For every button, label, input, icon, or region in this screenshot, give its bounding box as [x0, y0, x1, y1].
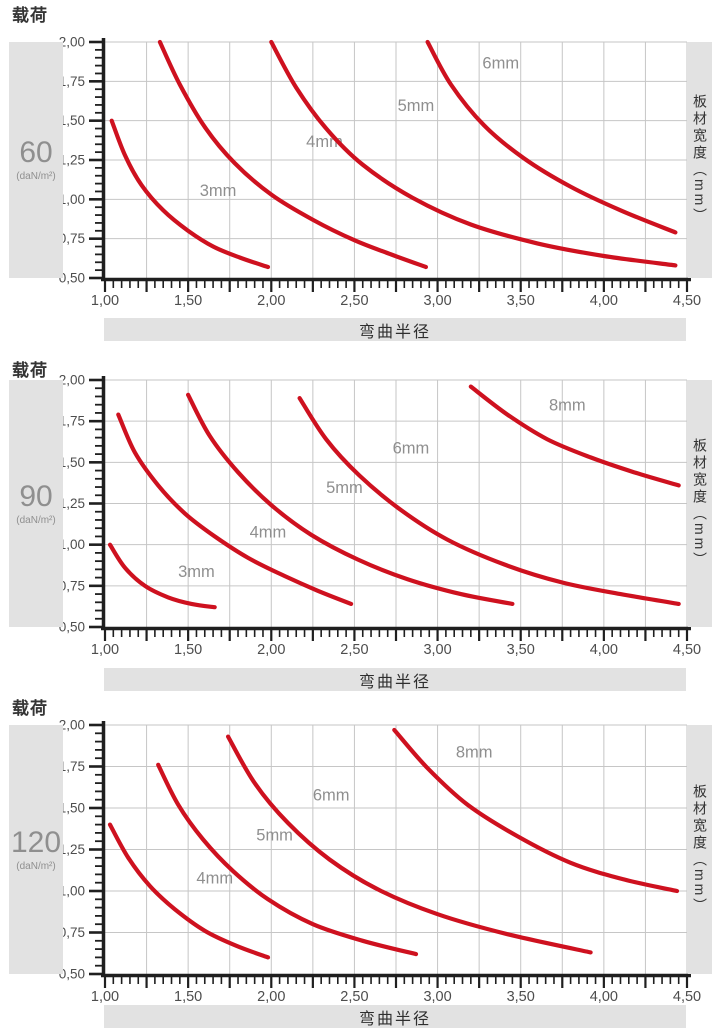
x-axis-label-bar: 弯曲半径 [104, 318, 686, 341]
x-tick-label: 1,00 [91, 989, 119, 1005]
y-tick-label: 1,00 [59, 537, 85, 552]
curve-5mm [186, 392, 515, 606]
y-tick-label: 2,00 [59, 35, 85, 50]
y-tick-label: 1,25 [59, 496, 85, 511]
y-tick-label: 1,00 [59, 884, 85, 899]
x-tick-label: 1,50 [174, 293, 202, 309]
load-unit: (daN/m²) [16, 171, 56, 182]
y-tick-label: 1,75 [59, 414, 85, 429]
right-axis-label: 板材宽度（mm） [692, 783, 708, 916]
x-axis-label-bar: 弯曲半径 [104, 668, 686, 691]
y-tick-label: 0,50 [59, 620, 85, 635]
y-tick-label: 1,50 [59, 113, 85, 128]
x-tick-label: 4,50 [673, 642, 701, 658]
x-tick-label: 3,00 [423, 293, 451, 309]
x-tick-label: 4,00 [590, 989, 618, 1005]
curve-5mm [269, 39, 678, 268]
curve-label-5mm: 5mm [326, 479, 363, 497]
load-unit: (daN/m²) [16, 860, 56, 872]
x-tick-label: 1,50 [174, 642, 202, 658]
x-tick-label: 3,00 [423, 642, 451, 658]
x-axis-label-bar: 弯曲半径 [104, 1005, 686, 1028]
load-value: 60 [19, 136, 53, 169]
x-tick-label: 4,00 [590, 293, 618, 309]
chart-block-load-90: 2,00 1,75 1,50 1,25 1,00 0,75 0,50 1,00 1,50 2,00… [0, 355, 720, 693]
curve-5mm [156, 762, 419, 957]
load-badge: 90 (daN/m²) [9, 380, 63, 627]
y-tick-label: 1,25 [59, 153, 85, 168]
plot-load-60: 2,00 1,75 1,50 1,25 1,00 0,75 0,50 1,00 1,50 2,00… [59, 35, 701, 310]
y-tick-label: 1,00 [59, 192, 85, 207]
y-tick-label: 2,00 [59, 718, 85, 733]
y-tick-label: 1,75 [59, 759, 85, 774]
x-tick-label: 2,50 [340, 642, 368, 658]
x-tick-label: 3,00 [423, 989, 451, 1005]
y-tick-label: 1,50 [59, 455, 85, 470]
curve-label-4mm: 4mm [250, 523, 287, 541]
chart-block-load-60: 2,00 1,75 1,50 1,25 1,00 0,75 0,50 1,00 1,50 2,00… [0, 0, 720, 345]
curve-6mm [425, 39, 678, 235]
curve-4mm [116, 412, 354, 606]
x-tick-label: 1,00 [91, 642, 119, 658]
right-axis-label-bar: 板材宽度（mm） [688, 725, 712, 974]
x-tick-label: 4,50 [673, 293, 701, 309]
x-tick-label: 4,50 [673, 989, 701, 1005]
x-tick-label: 1,50 [174, 989, 202, 1005]
load-unit: (daN/m²) [16, 514, 56, 526]
curve-8mm [392, 727, 680, 894]
y-tick-label: 0,75 [59, 231, 85, 246]
load-badge: 120 (daN/m²) [9, 725, 63, 974]
curve-6mm [297, 396, 681, 606]
plot-load-90: 2,00 1,75 1,50 1,25 1,00 0,75 0,50 1,00 1,50 2,00… [59, 373, 701, 659]
x-tick-label: 3,50 [507, 642, 535, 658]
curve-label-6mm: 6mm [313, 787, 350, 805]
curve-6mm [226, 734, 593, 955]
right-axis-label-bar: 板材宽度（mm） [688, 42, 712, 278]
y-tick-label: 0,75 [59, 578, 85, 593]
curve-label-3mm: 3mm [178, 563, 215, 581]
curve-label-3mm: 3mm [200, 182, 237, 200]
load-axis-title: 载荷 [12, 6, 48, 25]
y-tick-label: 1,75 [59, 74, 85, 89]
x-tick-label: 2,00 [257, 642, 285, 658]
curve-4mm [157, 39, 428, 270]
load-axis-title: 载荷 [12, 361, 48, 380]
y-tick-label: 0,50 [59, 967, 85, 982]
x-tick-label: 2,00 [257, 293, 285, 309]
curve-label-5mm: 5mm [256, 827, 293, 845]
x-tick-label: 3,50 [507, 989, 535, 1005]
x-tick-label: 3,50 [507, 293, 535, 309]
x-tick-label: 2,00 [257, 989, 285, 1005]
x-tick-label: 2,50 [340, 989, 368, 1005]
x-tick-label: 4,00 [590, 642, 618, 658]
curve-label-5mm: 5mm [398, 97, 435, 115]
curve-4mm [107, 822, 271, 960]
y-tick-label: 0,75 [59, 925, 85, 940]
x-tick-label: 2,50 [340, 293, 368, 309]
plot-load-120: 2,00 1,75 1,50 1,25 1,00 0,75 0,50 1,00 1,50 2,00… [59, 718, 701, 1006]
load-badge: 60 (daN/m²) [9, 42, 63, 278]
y-tick-label: 1,25 [59, 842, 85, 857]
y-tick-label: 0,50 [59, 271, 85, 286]
load-value: 120 [10, 825, 62, 859]
curve-label-8mm: 8mm [456, 744, 493, 762]
load-value: 90 [19, 479, 53, 513]
curve-label-8mm: 8mm [549, 397, 586, 415]
right-axis-label-bar: 板材宽度（mm） [688, 380, 712, 627]
right-axis-label: 板材宽度（mm） [692, 437, 708, 570]
y-tick-label: 1,50 [59, 801, 85, 816]
right-axis-label: 板材宽度（mm） [692, 94, 708, 226]
curve-8mm [468, 384, 681, 488]
load-axis-title: 载荷 [12, 699, 48, 718]
curve-label-6mm: 6mm [393, 440, 430, 458]
curve-3mm [109, 118, 271, 270]
curve-3mm [107, 542, 217, 610]
y-tick-label: 2,00 [59, 373, 85, 388]
x-tick-label: 1,00 [91, 293, 119, 309]
curve-label-6mm: 6mm [482, 54, 519, 72]
chart-block-load-120: 2,00 1,75 1,50 1,25 1,00 0,75 0,50 1,00 1,50 2,00… [0, 693, 720, 1029]
curve-label-4mm: 4mm [196, 870, 233, 888]
